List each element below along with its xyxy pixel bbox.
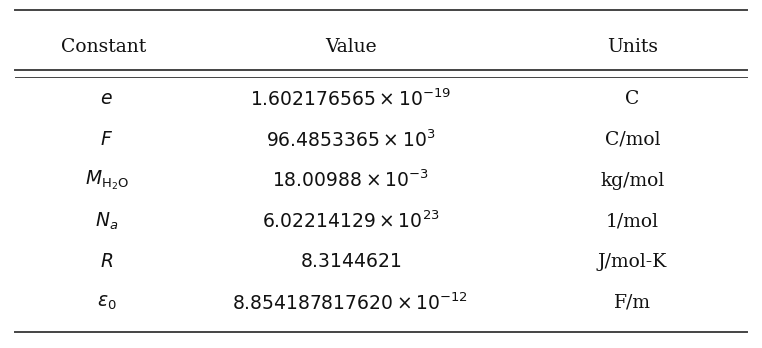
Text: Value: Value [325,38,376,56]
Text: $8.854187817620 \times 10^{-12}$: $8.854187817620 \times 10^{-12}$ [232,292,469,314]
Text: $\epsilon_0$: $\epsilon_0$ [97,294,117,312]
Text: $F$: $F$ [100,131,114,149]
Text: C/mol: C/mol [605,131,660,149]
Text: J/mol-K: J/mol-K [598,253,667,271]
Text: $1.602176565 \times 10^{-19}$: $1.602176565 \times 10^{-19}$ [250,88,451,110]
Text: $8.3144621$: $8.3144621$ [299,253,402,271]
Text: C: C [626,90,639,108]
Text: $R$: $R$ [100,253,114,271]
Text: $6.02214129 \times 10^{23}$: $6.02214129 \times 10^{23}$ [261,211,440,232]
Text: kg/mol: kg/mol [600,172,664,190]
Text: $96.4853365 \times 10^{3}$: $96.4853365 \times 10^{3}$ [266,129,435,151]
Text: F/m: F/m [614,294,651,312]
Text: $M_{\mathrm{H_2O}}$: $M_{\mathrm{H_2O}}$ [85,169,129,192]
Text: Units: Units [607,38,658,56]
Text: $18.00988 \times 10^{-3}$: $18.00988 \times 10^{-3}$ [272,170,429,191]
Text: $e$: $e$ [101,90,113,108]
Text: 1/mol: 1/mol [606,212,659,230]
Text: $N_a$: $N_a$ [95,211,118,232]
Text: Constant: Constant [61,38,146,56]
